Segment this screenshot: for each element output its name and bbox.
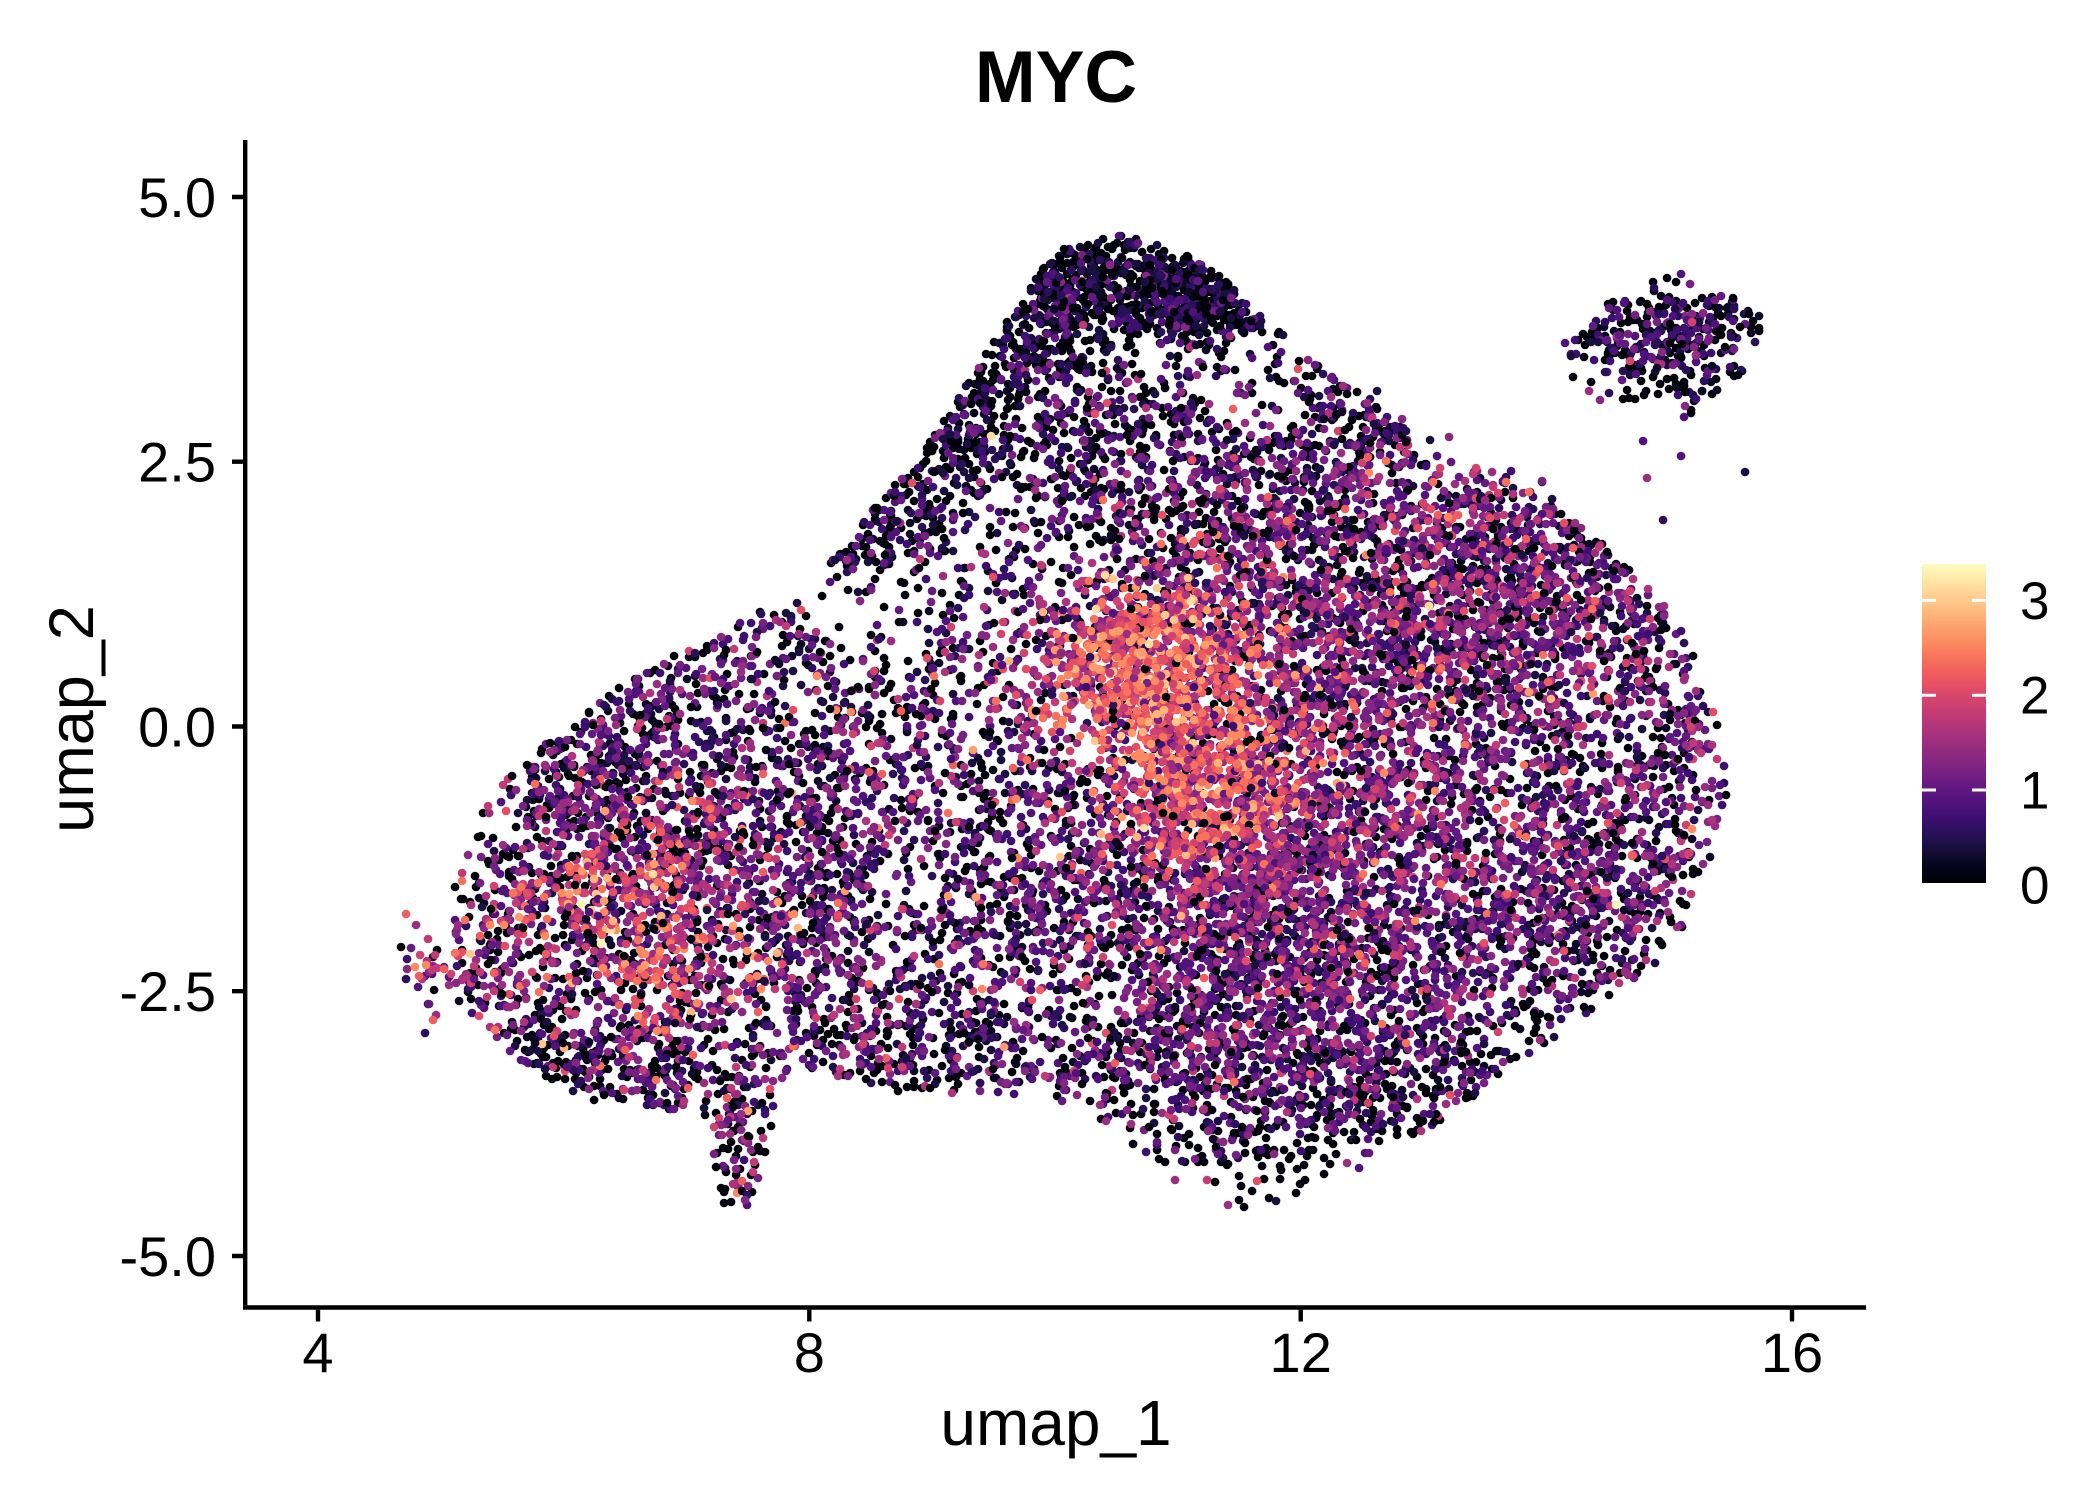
svg-text:5.0: 5.0 [138, 166, 216, 229]
svg-text:0: 0 [2020, 856, 2049, 915]
svg-text:2: 2 [2020, 667, 2049, 726]
svg-text:4: 4 [302, 1321, 333, 1384]
svg-text:3: 3 [2020, 572, 2049, 631]
svg-text:8: 8 [794, 1321, 825, 1384]
svg-text:-2.5: -2.5 [120, 960, 217, 1023]
svg-text:-5.0: -5.0 [120, 1225, 217, 1288]
svg-text:MYC: MYC [975, 37, 1137, 118]
svg-text:0.0: 0.0 [138, 696, 216, 759]
svg-text:12: 12 [1270, 1321, 1332, 1384]
svg-text:16: 16 [1761, 1321, 1823, 1384]
svg-text:umap_2: umap_2 [37, 605, 107, 833]
svg-text:umap_1: umap_1 [940, 1387, 1171, 1459]
svg-text:2.5: 2.5 [138, 431, 216, 494]
svg-text:1: 1 [2020, 762, 2049, 821]
